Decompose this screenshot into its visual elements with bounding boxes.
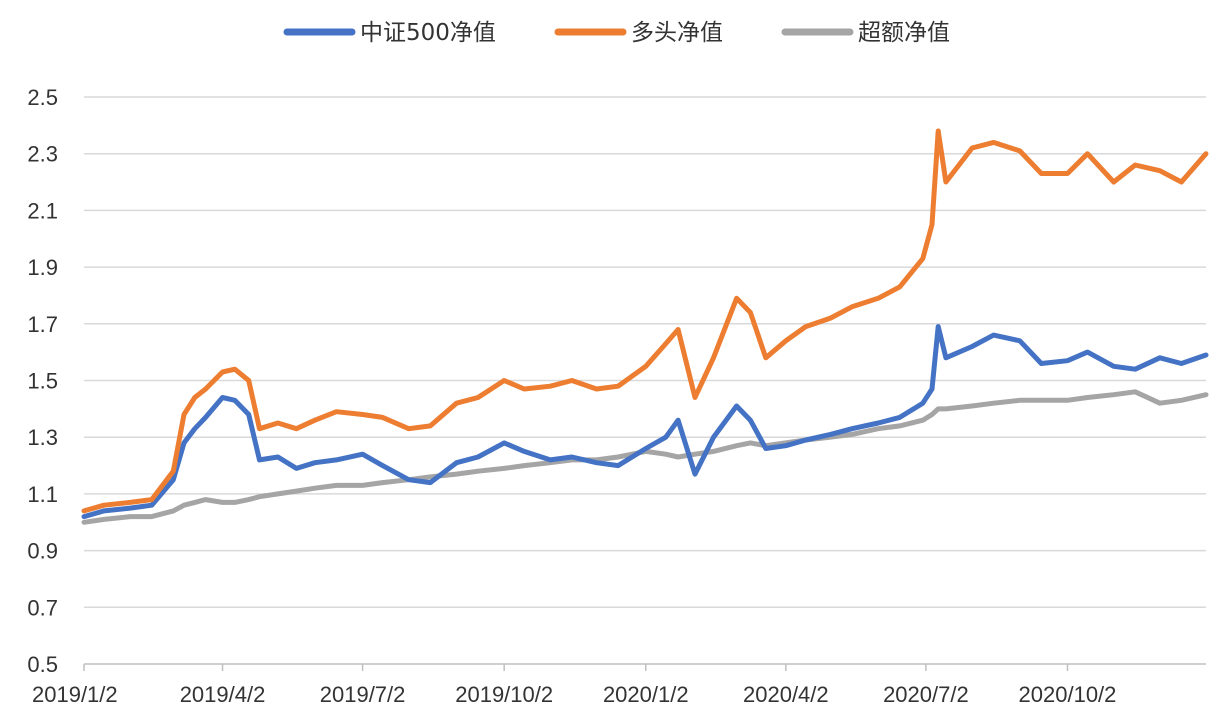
legend-label-csi500: 中证500净值: [360, 20, 496, 46]
x-tick-label: 2019/4/2: [180, 682, 266, 707]
x-axis-ticks: 2019/1/2 2019/4/2 2019/7/2 2019/10/2 2020/1/…: [32, 663, 1206, 707]
legend-label-excess: 超额净值: [858, 20, 950, 46]
y-tick-label: 2.1: [27, 198, 58, 223]
x-tick-label: 2019/1/2: [32, 682, 118, 707]
series-line-excess: [81, 389, 1209, 525]
series-lines: [81, 128, 1209, 525]
legend-item-csi500: 中证500净值: [283, 20, 496, 46]
y-tick-label: 1.9: [27, 255, 58, 280]
legend: 中证500净值 多头净值 超额净值: [283, 20, 950, 46]
y-tick-label: 2.5: [27, 85, 58, 110]
y-axis-ticks: 2.5 2.3 2.1 1.9 1.7 1.5 1.3 1.1 0.9 0.7 0.5: [27, 85, 58, 677]
series-line-csi500: [81, 324, 1209, 520]
x-tick-label: 2020/7/2: [883, 682, 969, 707]
grid-lines: [84, 96, 1206, 609]
y-tick-label: 0.9: [27, 539, 58, 564]
x-tick-label: 2019/10/2: [455, 682, 553, 707]
y-tick-label: 2.3: [27, 142, 58, 167]
x-tick-label: 2019/7/2: [320, 682, 406, 707]
y-tick-label: 0.5: [27, 652, 58, 677]
y-tick-label: 0.7: [27, 595, 58, 620]
legend-item-long: 多头净值: [554, 20, 723, 46]
legend-label-long: 多头净值: [631, 20, 723, 46]
y-tick-label: 1.7: [27, 312, 58, 337]
y-tick-label: 1.1: [27, 482, 58, 507]
legend-item-excess: 超额净值: [781, 20, 950, 46]
series-line-long: [81, 128, 1209, 514]
x-tick-label: 2020/4/2: [743, 682, 829, 707]
x-tick-label: 2020/10/2: [1019, 682, 1117, 707]
y-tick-label: 1.5: [27, 369, 58, 394]
x-tick-label: 2020/1/2: [603, 682, 689, 707]
y-tick-label: 1.3: [27, 425, 58, 450]
